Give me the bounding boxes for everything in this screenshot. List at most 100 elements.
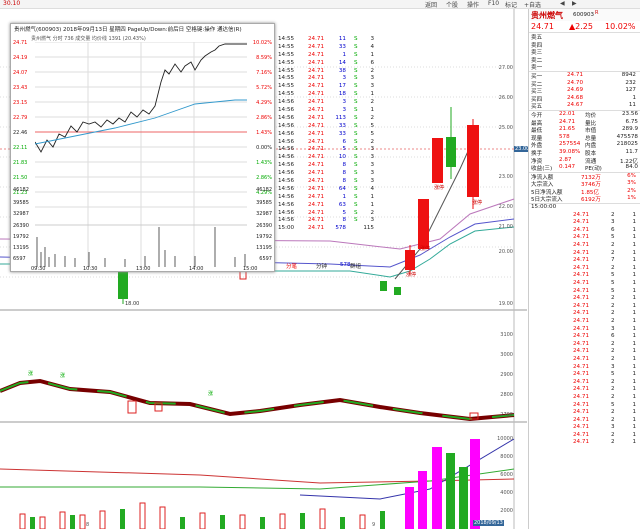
flow-pct: 1% (627, 195, 636, 202)
flow-row: 大宗流入 3746万 3% (529, 180, 640, 188)
tick-count: 5 (370, 122, 374, 129)
tick-time: 14:56 (278, 185, 295, 192)
stat-row: 外盘 257554 内盘 218025 (529, 141, 640, 149)
tick-volume: 10 (338, 154, 346, 161)
popup-price-label: 22.46 (13, 130, 28, 136)
stats-table: 今开 22.01 均价 23.56 最高 24.71 量比 6.75 最低 21.65 市值 289.… (529, 109, 640, 173)
capital-flow: 净流入额 7132万 6% 大宗流入 3746万 3% 5日净流入额 1.85亿 2% 5日大宗流… (529, 171, 640, 203)
trade-count: 1 (632, 257, 636, 264)
tick-count: 2 (370, 209, 374, 216)
stat-value: 218025 (616, 141, 638, 148)
f10-button[interactable]: F10 (488, 0, 500, 7)
tick-side: S (354, 51, 358, 58)
tick-side: S (354, 83, 358, 90)
tick-time: 14:56 (278, 107, 295, 114)
trade-price: 24.71 (573, 355, 590, 362)
popup-pct-label: 4.29% (256, 100, 272, 106)
trade-row: 24.71 5 1 (529, 402, 640, 410)
trade-price: 24.71 (573, 386, 590, 393)
popup-price-label: 23.15 (13, 100, 28, 106)
price-axis-label: 26.00 (498, 95, 513, 101)
stat-row: 今开 22.01 均价 23.56 (529, 111, 640, 119)
popup-pct-label: 8.59% (256, 55, 272, 61)
back-button[interactable]: 返回 (425, 2, 438, 9)
trade-count: 1 (632, 272, 636, 279)
stat-label: 今开 (531, 112, 543, 119)
stat-label: 收益(三) (531, 166, 553, 173)
popup-price-label: 22.11 (13, 145, 28, 151)
stat-row: 换手 39.08% 股本 11.7 (529, 149, 640, 157)
stock-button[interactable]: 个股 (446, 2, 459, 9)
tick-side: S (354, 170, 358, 177)
intraday-popup[interactable]: 贵州燃气(600903) 2018年09月13日 星期四 PageUp/Down… (10, 23, 275, 272)
trade-row: 24.71 6 1 (529, 227, 640, 235)
bid-book: 买一 24.71 8942 买二 24.70 232 买三 24.69 127 买四 24.68 1 买… (529, 70, 640, 110)
tick-volume: 18 (338, 91, 346, 98)
flow-value: 7132万 (581, 174, 601, 181)
trade-volume: 2 (611, 295, 615, 302)
stat-value: 21.65 (559, 126, 576, 133)
trade-row: 24.71 2 1 (529, 341, 640, 349)
tick-row: 14:56 24.71 10 S 3 (278, 154, 376, 162)
trade-count: 1 (632, 211, 636, 218)
stat-value: 578 (559, 133, 570, 140)
tick-volume: 14 (338, 59, 346, 66)
tick-side: S (354, 67, 358, 74)
book-label: 卖四 (531, 42, 543, 49)
tick-volume: 3 (342, 99, 346, 106)
tick-count: 3 (370, 178, 374, 185)
tick-price: 24.71 (308, 138, 325, 145)
flow-row: 5日净流入额 1.85亿 2% (529, 188, 640, 196)
low-price-label: 18.00 (125, 301, 140, 307)
trade-count: 1 (632, 424, 636, 431)
operate-button[interactable]: 操作 (467, 2, 480, 9)
book-label: 买三 (531, 89, 543, 96)
tab-ticks[interactable]: 分笔 (286, 264, 298, 270)
trade-price: 24.71 (573, 295, 590, 302)
popup-vol-label: 13195 (13, 245, 29, 251)
indicator-flag: 涨 (60, 373, 66, 379)
trade-row: 24.71 2 1 (529, 295, 640, 303)
price-axis-label: 22.00 (498, 204, 513, 210)
tick-volume: 33 (338, 43, 346, 50)
tick-side: S (354, 193, 358, 200)
tick-side: S (354, 178, 358, 185)
tick-count: 2 (370, 138, 374, 145)
next-arrow-icon[interactable]: ▶ (572, 0, 577, 7)
popup-pct-label: 5.72% (256, 85, 272, 91)
stat-value: 6.75 (625, 118, 638, 125)
stat-value: 84.0 (625, 164, 638, 171)
trade-volume: 3 (611, 424, 615, 431)
trade-list[interactable]: 15:00:00 24.71 2 1 24.71 3 1 24.71 6 1 24.71 5 1 24.7… (529, 203, 640, 447)
stat-label: PE(动) (585, 166, 602, 173)
trade-row: 24.71 2 1 (529, 432, 640, 440)
trade-volume: 2 (611, 431, 615, 438)
add-watchlist-button[interactable]: +自选 (524, 2, 542, 9)
trade-volume: 2 (611, 393, 615, 400)
stat-value: 475578 (616, 133, 638, 140)
tick-side: S (354, 75, 358, 82)
tick-row: 14:56 24.71 8 S 3 (278, 178, 376, 186)
tick-price: 24.71 (308, 185, 325, 192)
volume-axis-label: 10000 (497, 436, 513, 442)
stat-label: 量比 (585, 120, 597, 127)
tick-count: 4 (370, 185, 374, 192)
tick-price: 24.71 (308, 217, 325, 224)
tick-volume: 64 (338, 185, 346, 192)
popup-pct-label: 1.43% (256, 160, 272, 166)
prev-arrow-icon[interactable]: ◀ (560, 0, 565, 7)
price-axis-label: 19.00 (498, 301, 513, 307)
trade-row: 24.71 2 1 (529, 439, 640, 447)
trade-price: 24.71 (573, 264, 590, 271)
tick-count: 1 (370, 91, 374, 98)
tab-group[interactable]: 群组 (350, 264, 362, 270)
tick-count: 3 (370, 83, 374, 90)
tick-time: 14:56 (278, 162, 295, 169)
tick-time: 14:55 (278, 83, 295, 90)
trade-price: 24.71 (573, 272, 590, 279)
mark-button[interactable]: 标记 (505, 2, 518, 9)
tick-list[interactable]: 14:55 24.71 11 S 3 14:55 24.71 33 S 4 14:55 24.71 1 S… (278, 36, 376, 233)
popup-pct-label: 7.16% (256, 70, 272, 76)
tick-time: 14:55 (278, 91, 295, 98)
tab-minutes[interactable]: 分钟 (316, 264, 328, 270)
